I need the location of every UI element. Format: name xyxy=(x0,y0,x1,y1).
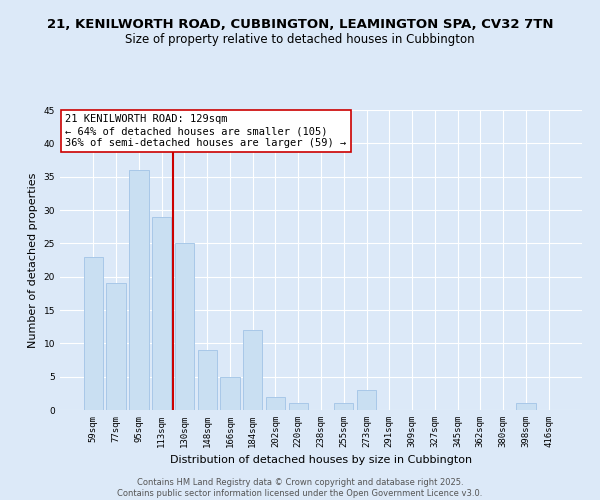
Bar xyxy=(266,396,285,410)
Bar xyxy=(220,376,239,410)
Bar xyxy=(106,284,126,410)
Text: 21 KENILWORTH ROAD: 129sqm
← 64% of detached houses are smaller (105)
36% of sem: 21 KENILWORTH ROAD: 129sqm ← 64% of deta… xyxy=(65,114,346,148)
Bar xyxy=(197,350,217,410)
Text: 21, KENILWORTH ROAD, CUBBINGTON, LEAMINGTON SPA, CV32 7TN: 21, KENILWORTH ROAD, CUBBINGTON, LEAMING… xyxy=(47,18,553,30)
Bar xyxy=(129,170,149,410)
Bar xyxy=(152,216,172,410)
Bar xyxy=(175,244,194,410)
Bar xyxy=(84,256,103,410)
Bar xyxy=(357,390,376,410)
Text: Contains HM Land Registry data © Crown copyright and database right 2025.
Contai: Contains HM Land Registry data © Crown c… xyxy=(118,478,482,498)
Y-axis label: Number of detached properties: Number of detached properties xyxy=(28,172,38,348)
X-axis label: Distribution of detached houses by size in Cubbington: Distribution of detached houses by size … xyxy=(170,456,472,466)
Bar xyxy=(516,404,536,410)
Bar xyxy=(243,330,262,410)
Text: Size of property relative to detached houses in Cubbington: Size of property relative to detached ho… xyxy=(125,32,475,46)
Bar xyxy=(334,404,353,410)
Bar xyxy=(289,404,308,410)
